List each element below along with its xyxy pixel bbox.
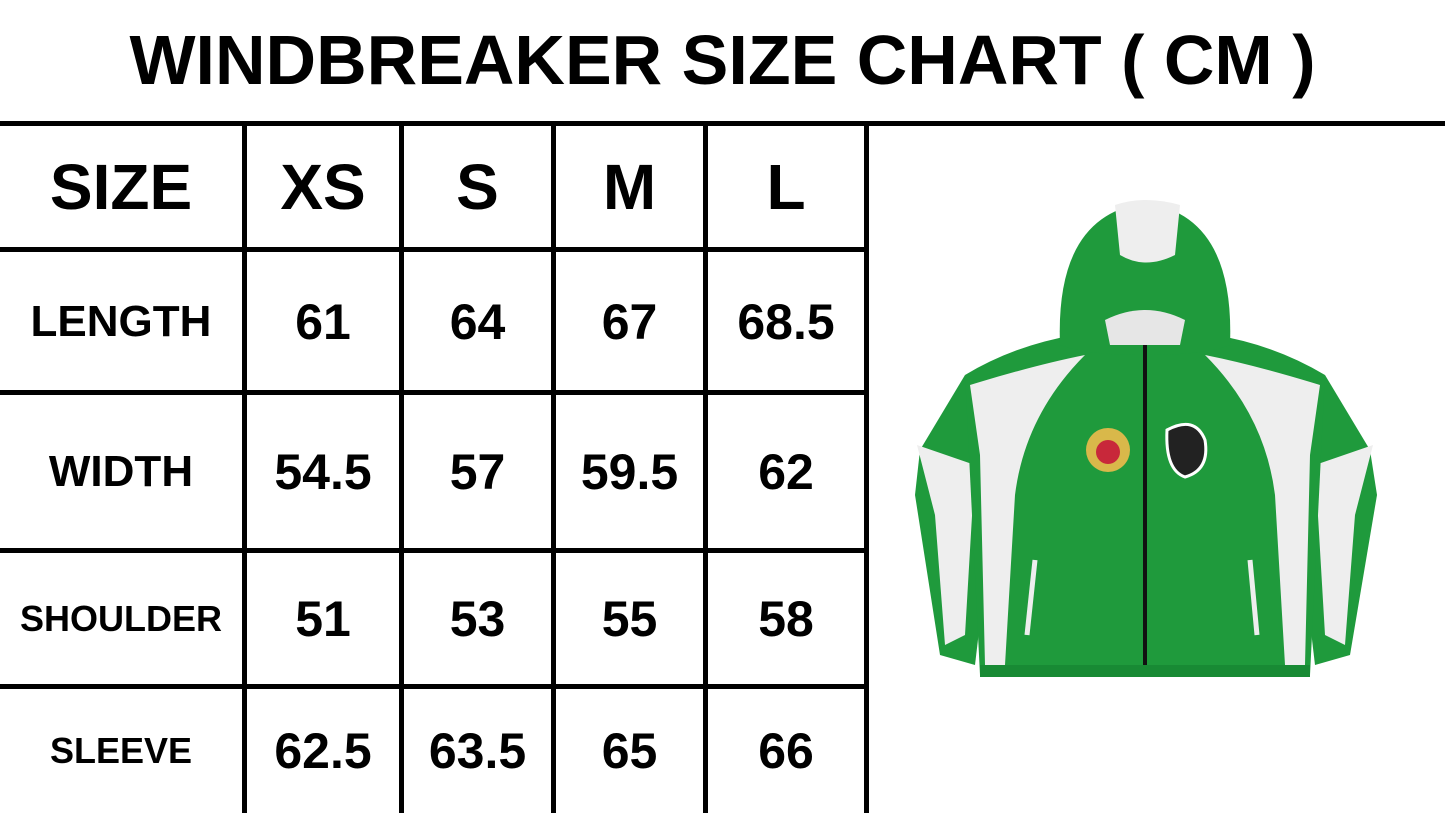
table-cell: 65 [601, 723, 658, 779]
table-cell: 58 [758, 590, 814, 647]
table-cell: 64 [449, 293, 506, 350]
row-label-width: WIDTH [48, 446, 194, 496]
row-divider [0, 247, 867, 252]
logo-patch [1165, 422, 1208, 479]
row-label-sleeve: SLEEVE [49, 730, 193, 771]
column-divider [399, 121, 404, 813]
table-cell: 57 [449, 443, 506, 500]
table-cell: 67 [601, 293, 658, 350]
row-divider [0, 390, 867, 395]
row-divider [0, 684, 867, 689]
table-cell: 51 [295, 590, 351, 647]
header-m: M [602, 150, 657, 223]
header-size: SIZE [49, 150, 193, 223]
table-cell: 68.5 [737, 293, 835, 350]
table-cell: 54.5 [274, 443, 372, 500]
header-s: S [456, 150, 499, 223]
column-divider [703, 121, 708, 813]
hood [1059, 203, 1231, 355]
table-cell: 55 [601, 590, 658, 647]
row-label-shoulder: SHOULDER [19, 597, 222, 639]
column-divider [242, 121, 247, 813]
table-cell: 61 [295, 293, 351, 350]
table-cell: 62.5 [274, 723, 372, 779]
row-divider [0, 548, 867, 553]
table-cell: 63.5 [428, 723, 527, 779]
table-top-border [0, 121, 1445, 126]
page-title: WINDBREAKER SIZE CHART ( CM ) [129, 21, 1316, 99]
table-cell: 62 [758, 443, 814, 500]
column-divider [864, 121, 869, 813]
table-cell: 66 [758, 723, 814, 779]
header-l: L [766, 150, 806, 223]
row-label-length: LENGTH [30, 296, 212, 346]
windbreaker-jacket-image [915, 200, 1377, 677]
table-cell: 53 [449, 590, 506, 647]
header-xs: XS [280, 150, 366, 223]
table-cell: 59.5 [580, 443, 679, 500]
column-divider [551, 121, 556, 813]
